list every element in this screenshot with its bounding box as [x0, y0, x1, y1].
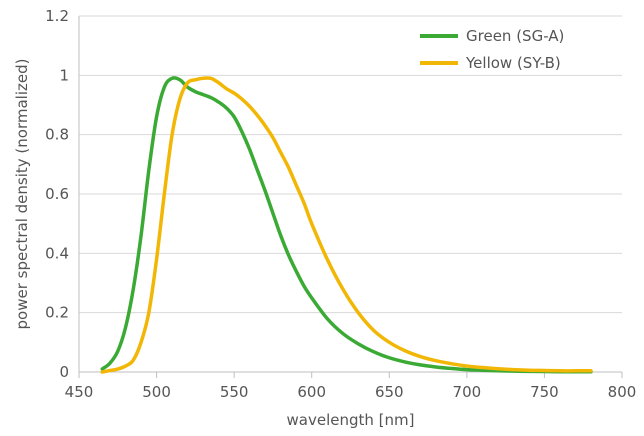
gridlines: [79, 15, 622, 314]
legend-label: Green (SG-A): [466, 27, 564, 45]
x-tick-label: 550: [220, 383, 249, 401]
y-tick-label: 0.6: [45, 185, 69, 203]
y-tick-label: 0.4: [45, 244, 69, 262]
y-tick-label: 0.2: [45, 304, 69, 322]
y-tick-label: 1: [59, 66, 69, 84]
series-line-yellow-sy-b: [100, 76, 593, 374]
x-tick-label: 750: [530, 383, 559, 401]
x-tick-label: 600: [297, 383, 326, 401]
y-tick-label: 0.8: [45, 126, 69, 144]
y-tick-label: 0: [59, 363, 69, 381]
series-line-green-sg-a: [100, 76, 593, 374]
x-axis-title: wavelength [nm]: [287, 411, 415, 429]
legend-label: Yellow (SY-B): [465, 54, 561, 72]
x-tick-label: 500: [142, 383, 171, 401]
y-tick-label: 1.2: [45, 7, 69, 25]
x-tick-label: 650: [375, 383, 404, 401]
tick-labels: 0 0.2 0.4 0.6 0.8 1 1.2 450 500 550 600 650 700 750 80…: [45, 7, 636, 401]
x-tick-label: 800: [608, 383, 637, 401]
y-axis-title: power spectral density (normalized): [13, 59, 31, 330]
legend: Green (SG-A) Yellow (SY-B): [420, 27, 564, 72]
x-tick-label: 700: [453, 383, 482, 401]
x-tick-label: 450: [65, 383, 94, 401]
data-series: [100, 76, 593, 374]
